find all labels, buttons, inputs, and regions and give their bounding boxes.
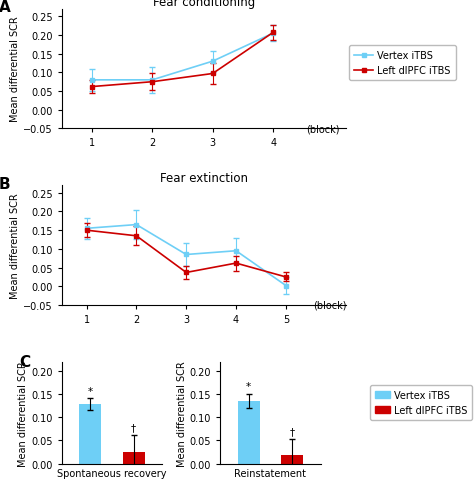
Text: †: † [131,423,136,433]
Text: *: * [87,386,92,396]
Title: Fear conditioning: Fear conditioning [153,0,255,9]
Text: *: * [246,382,251,391]
Bar [123,451,145,464]
Legend: Vertex iTBS, Left dlPFC iTBS: Vertex iTBS, Left dlPFC iTBS [370,386,472,420]
Bar [238,401,260,464]
Bar [282,455,303,464]
Y-axis label: Mean differential SCR: Mean differential SCR [10,193,20,298]
Title: Fear extinction: Fear extinction [160,172,247,185]
X-axis label: Reinstatement: Reinstatement [235,468,307,478]
X-axis label: Spontaneous recovery: Spontaneous recovery [57,468,166,478]
Text: (block): (block) [306,124,340,134]
Bar [79,405,101,464]
Text: B: B [0,176,11,191]
Legend: Vertex iTBS, Left dlPFC iTBS: Vertex iTBS, Left dlPFC iTBS [349,46,456,81]
Text: (block): (block) [313,300,347,310]
Y-axis label: Mean differential SCR: Mean differential SCR [10,17,20,122]
Y-axis label: Mean differential SCR: Mean differential SCR [177,360,187,466]
Text: †: † [290,427,295,436]
Y-axis label: Mean differential SCR: Mean differential SCR [18,360,28,466]
Text: A: A [0,0,11,15]
Text: C: C [19,354,31,369]
